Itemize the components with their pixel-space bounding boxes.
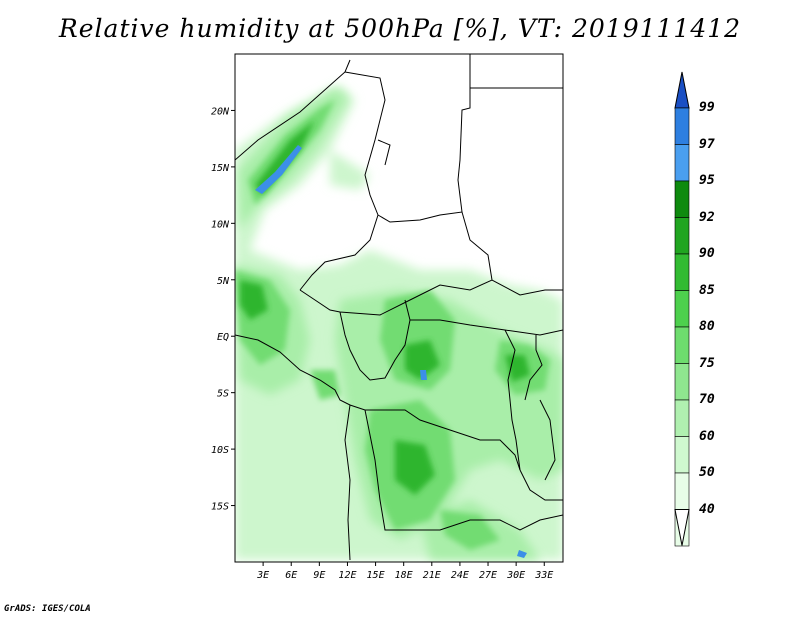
colorbar-level-label: 75 <box>699 355 715 371</box>
lat-tick-label: 15S <box>211 502 229 513</box>
colorbar-swatch <box>674 107 690 145</box>
lat-tick-label: 10N <box>211 219 230 230</box>
colorbar-level-label: 60 <box>699 428 715 444</box>
colorbar-swatch <box>674 253 690 291</box>
colorbar-level-label: 90 <box>699 246 715 261</box>
colorbar-level-label: 92 <box>699 209 715 225</box>
lon-tick-label: 3E <box>256 570 269 581</box>
lon-tick-label: 9E <box>313 570 325 581</box>
colorbar-swatch <box>674 326 690 364</box>
colorbar-level-label: 70 <box>699 392 715 407</box>
lon-tick-label: 33E <box>534 570 553 581</box>
latitude-axis: 20N 15N 10N 5N EQ 5S 10S 15S <box>211 106 235 513</box>
credit-text: GrADS: IGES/COLA <box>4 604 91 614</box>
colorbar <box>674 71 690 547</box>
lon-tick-label: 27E <box>479 570 497 581</box>
lon-tick-label: 30E <box>506 570 525 581</box>
lat-tick-label: 20N <box>211 106 230 117</box>
lat-tick-label: EQ <box>217 332 229 343</box>
colorbar-level-label: 85 <box>699 282 715 298</box>
colorbar-level-label: 40 <box>699 501 715 517</box>
colorbar-swatch <box>674 436 690 474</box>
colorbar-level-label: 97 <box>699 136 715 152</box>
colorbar-level-label: 99 <box>699 100 715 115</box>
colorbar-swatch <box>674 144 690 182</box>
longitude-axis: 3E 6E 9E 12E 15E 18E 21E 24E 27E 30E 33E <box>256 562 553 581</box>
colorbar-level-label: 95 <box>699 173 715 188</box>
lon-tick-label: 24E <box>451 570 469 581</box>
lon-tick-label: 18E <box>395 570 413 581</box>
lat-tick-label: 5S <box>217 389 229 400</box>
lon-tick-label: 12E <box>338 570 356 581</box>
colorbar-swatch <box>674 290 690 328</box>
colorbar-level-label: 80 <box>699 319 715 334</box>
colorbar-bottom-arrow <box>674 509 690 546</box>
humidity-field <box>235 85 563 560</box>
lat-tick-label: 5N <box>217 276 230 287</box>
colorbar-swatch <box>674 180 690 218</box>
map-title: Relative humidity at 500hPa [%], VT: 201… <box>58 14 742 43</box>
lon-tick-label: 21E <box>423 570 441 581</box>
colorbar-swatch <box>674 472 690 510</box>
colorbar-top-arrow <box>674 71 690 109</box>
country-boundaries <box>235 54 563 561</box>
colorbar-swatch <box>674 363 690 401</box>
lat-tick-label: 10S <box>211 445 229 456</box>
map-frame <box>234 53 564 563</box>
lon-tick-label: 15E <box>367 570 385 581</box>
lon-tick-label: 6E <box>285 570 297 581</box>
lat-tick-label: 15N <box>211 163 230 174</box>
colorbar-swatch <box>674 399 690 437</box>
colorbar-swatch <box>674 217 690 255</box>
colorbar-level-label: 50 <box>699 465 715 480</box>
